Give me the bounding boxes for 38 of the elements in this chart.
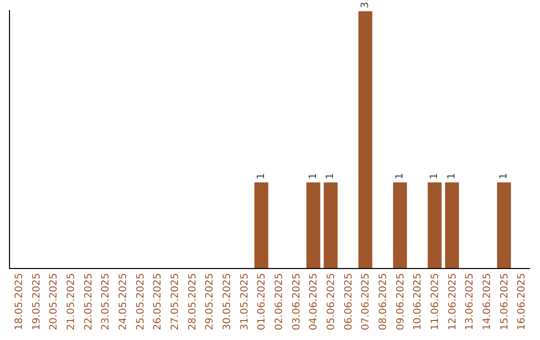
x-tick-label: 19.05.2025 xyxy=(31,273,42,330)
x-tick-label: 26.05.2025 xyxy=(152,273,164,330)
x-tick-label: 06.06.2025 xyxy=(343,273,354,330)
x-tick-label: 18.05.2025 xyxy=(14,273,25,330)
x-tick-label: 03.06.2025 xyxy=(291,273,302,330)
data-label: 1 xyxy=(394,173,406,180)
x-tick-label: 15.06.2025 xyxy=(499,273,510,330)
x-tick-label: 20.05.2025 xyxy=(48,273,60,330)
x-tick-label: 21.05.2025 xyxy=(66,273,77,330)
x-tick-label: 28.05.2025 xyxy=(187,273,198,330)
x-tick-label: 27.05.2025 xyxy=(170,273,181,330)
data-label: 1 xyxy=(446,173,458,180)
x-tick-label: 14.06.2025 xyxy=(482,273,493,330)
x-tick-label: 23.05.2025 xyxy=(100,273,112,330)
data-label: 1 xyxy=(429,173,440,180)
data-label: 1 xyxy=(308,173,319,180)
x-tick-label: 31.05.2025 xyxy=(239,273,250,330)
x-tick-label: 11.06.2025 xyxy=(430,273,441,330)
x-tick-label: 01.06.2025 xyxy=(256,273,268,330)
x-tick-label: 24.05.2025 xyxy=(118,273,129,330)
x-tick-label: 13.06.2025 xyxy=(464,273,476,330)
x-tick-label: 16.06.2025 xyxy=(516,273,528,330)
x-tick-label: 12.06.2025 xyxy=(447,273,458,330)
x-tick-label: 04.06.2025 xyxy=(308,273,320,330)
data-label: 3 xyxy=(360,2,371,8)
x-tick-label: 02.06.2025 xyxy=(274,273,285,330)
x-tick-label: 10.06.2025 xyxy=(412,273,424,330)
x-tick-label: 08.06.2025 xyxy=(378,273,389,330)
x-tick-label: 25.05.2025 xyxy=(135,273,146,330)
data-label: 1 xyxy=(498,173,510,180)
data-label: 1 xyxy=(256,173,267,180)
x-tick-label: 22.05.2025 xyxy=(83,273,94,330)
x-tick-label: 09.06.2025 xyxy=(395,273,406,330)
x-tick-label: 07.06.2025 xyxy=(360,273,372,330)
x-tick-label: 30.05.2025 xyxy=(222,273,233,330)
data-label: 1 xyxy=(325,173,336,180)
x-tick-label: 05.06.2025 xyxy=(326,273,337,330)
x-tick-label: 29.05.2025 xyxy=(204,273,216,330)
